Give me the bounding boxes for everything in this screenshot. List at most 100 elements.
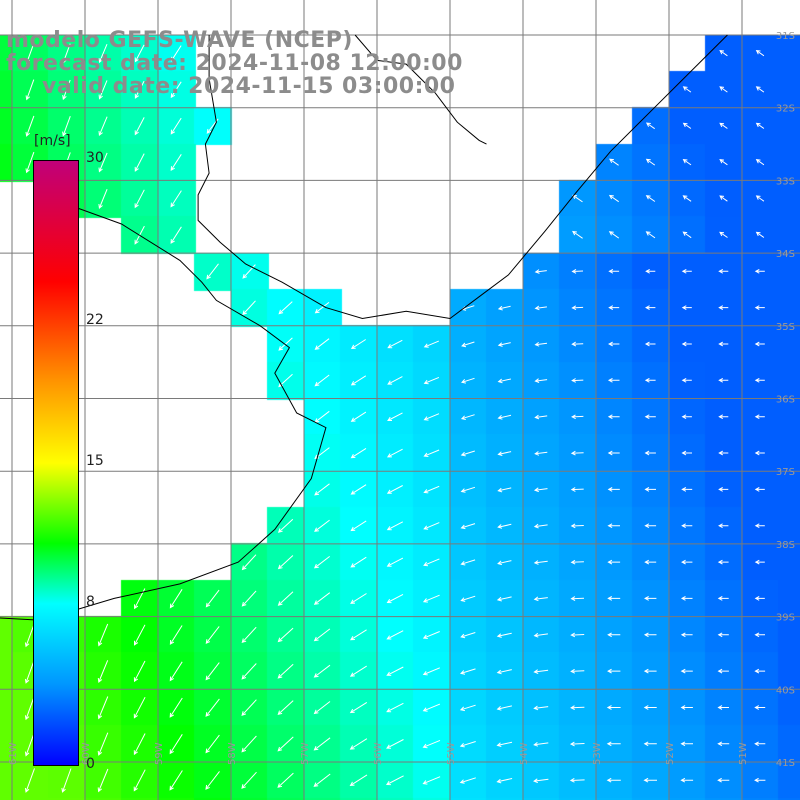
- wind-arrow: [422, 739, 441, 749]
- wind-arrow: [241, 663, 257, 680]
- wind-arrow: [134, 44, 145, 63]
- wind-arrow: [608, 305, 620, 310]
- wind-arrow: [170, 81, 182, 99]
- wind-arrow: [718, 450, 729, 456]
- wind-arrow: [422, 631, 440, 639]
- wind-arrow: [423, 376, 440, 385]
- wind-arrow: [571, 305, 584, 311]
- wind-arrow: [25, 115, 35, 137]
- wind-arrow: [169, 589, 183, 609]
- wind-arrow: [533, 742, 549, 747]
- wind-arrow: [534, 451, 548, 456]
- wind-arrow: [169, 697, 183, 718]
- wind-arrow: [97, 660, 109, 683]
- latitude-label: 41S: [776, 758, 795, 769]
- wind-arrow: [534, 269, 547, 274]
- wind-arrow: [645, 195, 656, 202]
- wind-arrow: [571, 268, 584, 274]
- wind-arrow: [134, 624, 146, 646]
- valid-date: valid date: 2024-11-15 03:00:00: [42, 74, 456, 99]
- wind-arrow: [607, 632, 621, 638]
- wind-arrow: [717, 777, 730, 783]
- wind-arrow: [719, 122, 728, 129]
- wind-arrow: [533, 596, 548, 602]
- wind-arrow: [206, 263, 219, 280]
- wind-arrow: [134, 153, 145, 172]
- wind-arrow: [755, 195, 765, 202]
- wind-arrow: [719, 50, 728, 57]
- wind-arrow: [645, 305, 656, 310]
- wind-arrow: [205, 589, 220, 608]
- wind-arrow: [349, 738, 368, 750]
- wind-arrow: [205, 626, 220, 645]
- wind-arrow: [682, 231, 692, 239]
- wind-arrow: [386, 485, 403, 494]
- wind-arrow: [170, 154, 182, 171]
- wind-arrow: [460, 668, 476, 675]
- wind-arrow: [533, 523, 548, 529]
- latitude-label: 38S: [776, 540, 795, 551]
- wind-arrow: [350, 447, 367, 459]
- wind-arrow: [496, 778, 513, 784]
- wind-arrow: [719, 158, 728, 166]
- wind-arrow: [170, 45, 182, 62]
- wind-arrow: [62, 116, 71, 137]
- wind-arrow: [385, 775, 404, 786]
- wind-arrow: [277, 772, 294, 788]
- wind-arrow: [277, 627, 294, 643]
- wind-arrow: [133, 660, 146, 683]
- wind-arrow: [533, 487, 548, 493]
- wind-arrow: [754, 268, 765, 274]
- wind-arrow: [25, 43, 35, 64]
- longitude-label: 56W: [373, 742, 384, 765]
- wind-arrow: [169, 734, 183, 755]
- wind-arrow: [24, 768, 35, 793]
- latitude-label: 40S: [776, 685, 795, 696]
- latitude-label: 39S: [776, 613, 795, 624]
- wind-arrow: [497, 560, 512, 566]
- wind-arrow: [313, 773, 331, 787]
- wind-arrow: [497, 342, 511, 347]
- wind-arrow: [717, 705, 729, 710]
- wind-arrow: [718, 523, 729, 529]
- colorbar-tick-label: 30: [86, 150, 104, 166]
- wind-arrow: [681, 377, 692, 383]
- wind-arrow: [534, 305, 547, 311]
- wind-arrow: [277, 591, 294, 606]
- wind-arrow: [754, 705, 766, 710]
- wind-arrow: [460, 523, 476, 530]
- wind-arrow: [645, 268, 656, 274]
- wind-arrow: [607, 487, 620, 492]
- wind-arrow: [717, 559, 729, 565]
- coastline-segment: [197, 34, 728, 320]
- wind-arrow: [98, 80, 108, 100]
- wind-arrow: [644, 377, 656, 383]
- longitude-label: 61W: [8, 742, 19, 765]
- wind-arrow: [313, 701, 331, 715]
- wind-arrow: [350, 339, 366, 349]
- wind-arrow: [571, 378, 584, 383]
- wind-arrow: [534, 341, 548, 347]
- wind-arrow: [643, 668, 657, 674]
- wind-arrow: [754, 668, 766, 674]
- wind-arrow: [170, 226, 182, 244]
- wind-arrow: [755, 122, 765, 129]
- longitude-label: 52W: [665, 742, 676, 765]
- wind-arrow: [423, 449, 440, 457]
- wind-arrow: [241, 699, 257, 716]
- wind-arrow: [754, 559, 765, 565]
- wind-arrow: [241, 735, 257, 753]
- longitude-label: 57W: [300, 742, 311, 765]
- wind-arrow: [754, 632, 765, 638]
- colorbar-units: [m/s]: [34, 133, 71, 149]
- wind-arrow: [423, 413, 440, 421]
- wind-arrow: [386, 448, 403, 458]
- wind-arrow: [349, 774, 368, 786]
- wind-arrow: [497, 451, 512, 456]
- wind-arrow: [681, 487, 693, 492]
- wind-arrow: [387, 339, 403, 349]
- wind-arrow: [681, 450, 692, 456]
- wind-arrow: [570, 487, 584, 492]
- wind-arrow: [644, 596, 657, 601]
